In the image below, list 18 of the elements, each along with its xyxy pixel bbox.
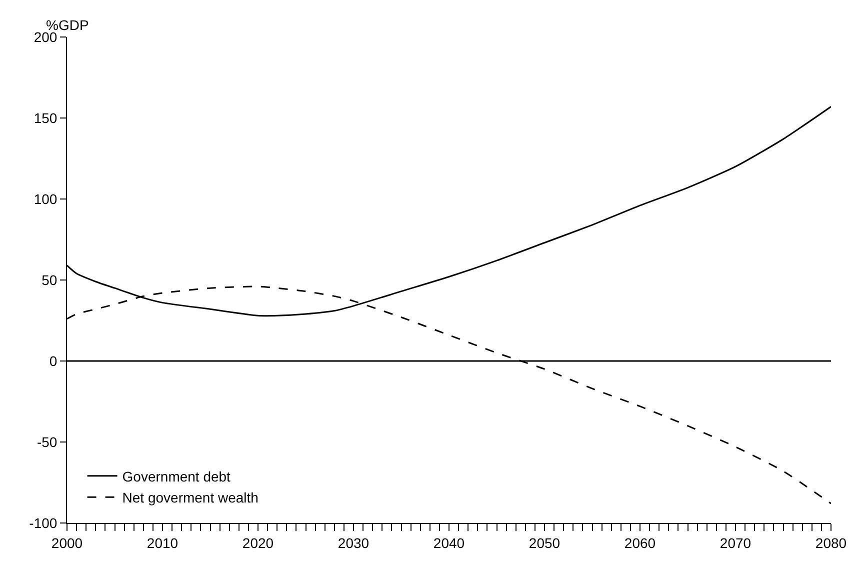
legend-label: Net goverment wealth [122, 490, 258, 506]
y-tick-label: 50 [42, 272, 58, 288]
x-tick-label: 2080 [815, 534, 847, 551]
x-tick-label: 2040 [433, 534, 465, 551]
x-tick-label: 2010 [146, 534, 178, 551]
y-tick-label: 150 [34, 110, 58, 126]
y-tick-label: 0 [49, 352, 58, 369]
x-tick-label: 2020 [242, 534, 274, 551]
legend-label: Government debt [122, 468, 231, 484]
x-tick-label: 2070 [720, 534, 752, 551]
x-tick-label: 2060 [624, 534, 656, 551]
y-axis-title: %GDP [46, 17, 89, 33]
x-tick-label: 2000 [51, 534, 83, 551]
y-tick-label: 100 [34, 190, 58, 207]
x-tick-label: 2030 [338, 534, 370, 551]
x-tick-label: 2050 [528, 534, 560, 551]
y-tick-label: -50 [36, 434, 58, 450]
y-tick-label: -100 [29, 514, 58, 531]
